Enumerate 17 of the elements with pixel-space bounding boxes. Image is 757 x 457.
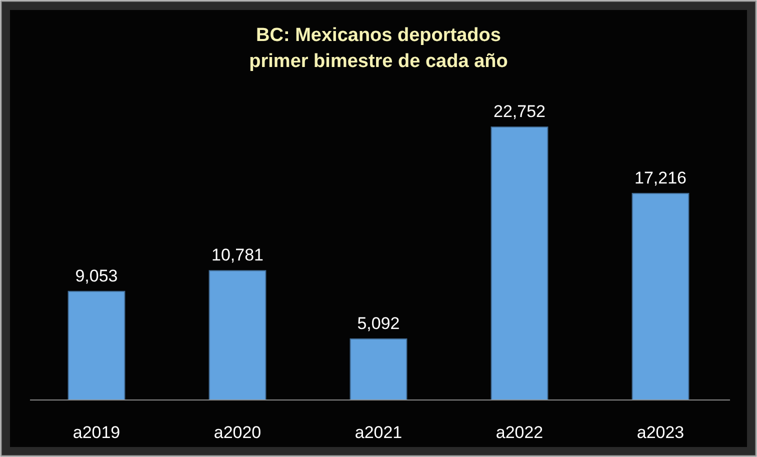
x-tick-label: a2020 xyxy=(214,423,262,442)
bar xyxy=(490,126,548,400)
x-tick-label: a2022 xyxy=(496,423,544,442)
x-tick-label: a2023 xyxy=(636,423,684,442)
bar xyxy=(208,270,266,400)
data-label: 17,216 xyxy=(634,168,686,188)
x-tick-label: a2019 xyxy=(72,423,120,442)
data-label: 10,781 xyxy=(212,246,264,265)
data-label: 9,053 xyxy=(75,266,118,286)
data-label: 22,752 xyxy=(494,102,546,121)
x-tick-label: a2021 xyxy=(354,423,402,442)
chart-subtitle: primer bimestre de cada año xyxy=(249,51,508,72)
bar xyxy=(632,192,690,400)
bar xyxy=(68,290,126,400)
chart-title: BC: Mexicanos deportados xyxy=(256,25,501,46)
bar xyxy=(350,338,408,400)
data-label: 5,092 xyxy=(357,314,400,333)
